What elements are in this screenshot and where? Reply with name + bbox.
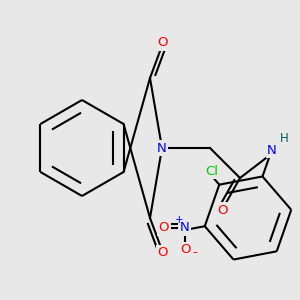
Text: N: N: [157, 142, 167, 154]
Text: +: +: [175, 215, 183, 225]
Text: -: -: [193, 246, 197, 260]
Text: O: O: [158, 37, 168, 50]
Text: N: N: [267, 143, 277, 157]
Text: N: N: [180, 221, 190, 234]
Text: O: O: [217, 203, 227, 217]
Text: O: O: [158, 247, 168, 260]
Text: O: O: [158, 221, 168, 234]
Text: Cl: Cl: [205, 164, 218, 178]
Text: O: O: [180, 243, 190, 256]
Text: H: H: [280, 133, 288, 146]
